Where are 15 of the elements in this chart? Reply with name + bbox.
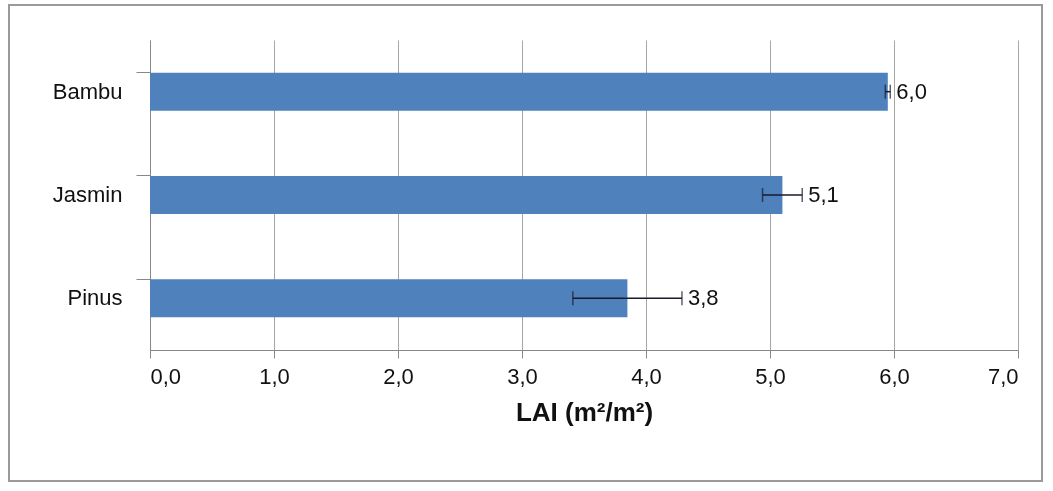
y-tick-label: Jasmin <box>52 182 123 207</box>
x-tick-label: 5,0 <box>755 363 786 389</box>
x-tick-label: 3,0 <box>507 363 538 389</box>
data-label: 3,8 <box>687 285 719 311</box>
data-label: 6,0 <box>896 78 927 104</box>
y-tick-label: Pinus <box>67 285 123 311</box>
x-tick-label: 7,0 <box>987 363 1019 389</box>
x-axis-title: LAI (m²/m²) <box>515 396 654 427</box>
x-tick-label: 4,0 <box>631 363 662 389</box>
x-tick-label: 6,0 <box>879 363 910 389</box>
x-tick-label: 2,0 <box>383 363 414 389</box>
x-tick-label: 0,0 <box>150 363 182 389</box>
data-label: 5,1 <box>808 182 839 207</box>
y-tick-label: Bambu <box>52 78 123 104</box>
x-tick-label: 1,0 <box>259 363 290 389</box>
